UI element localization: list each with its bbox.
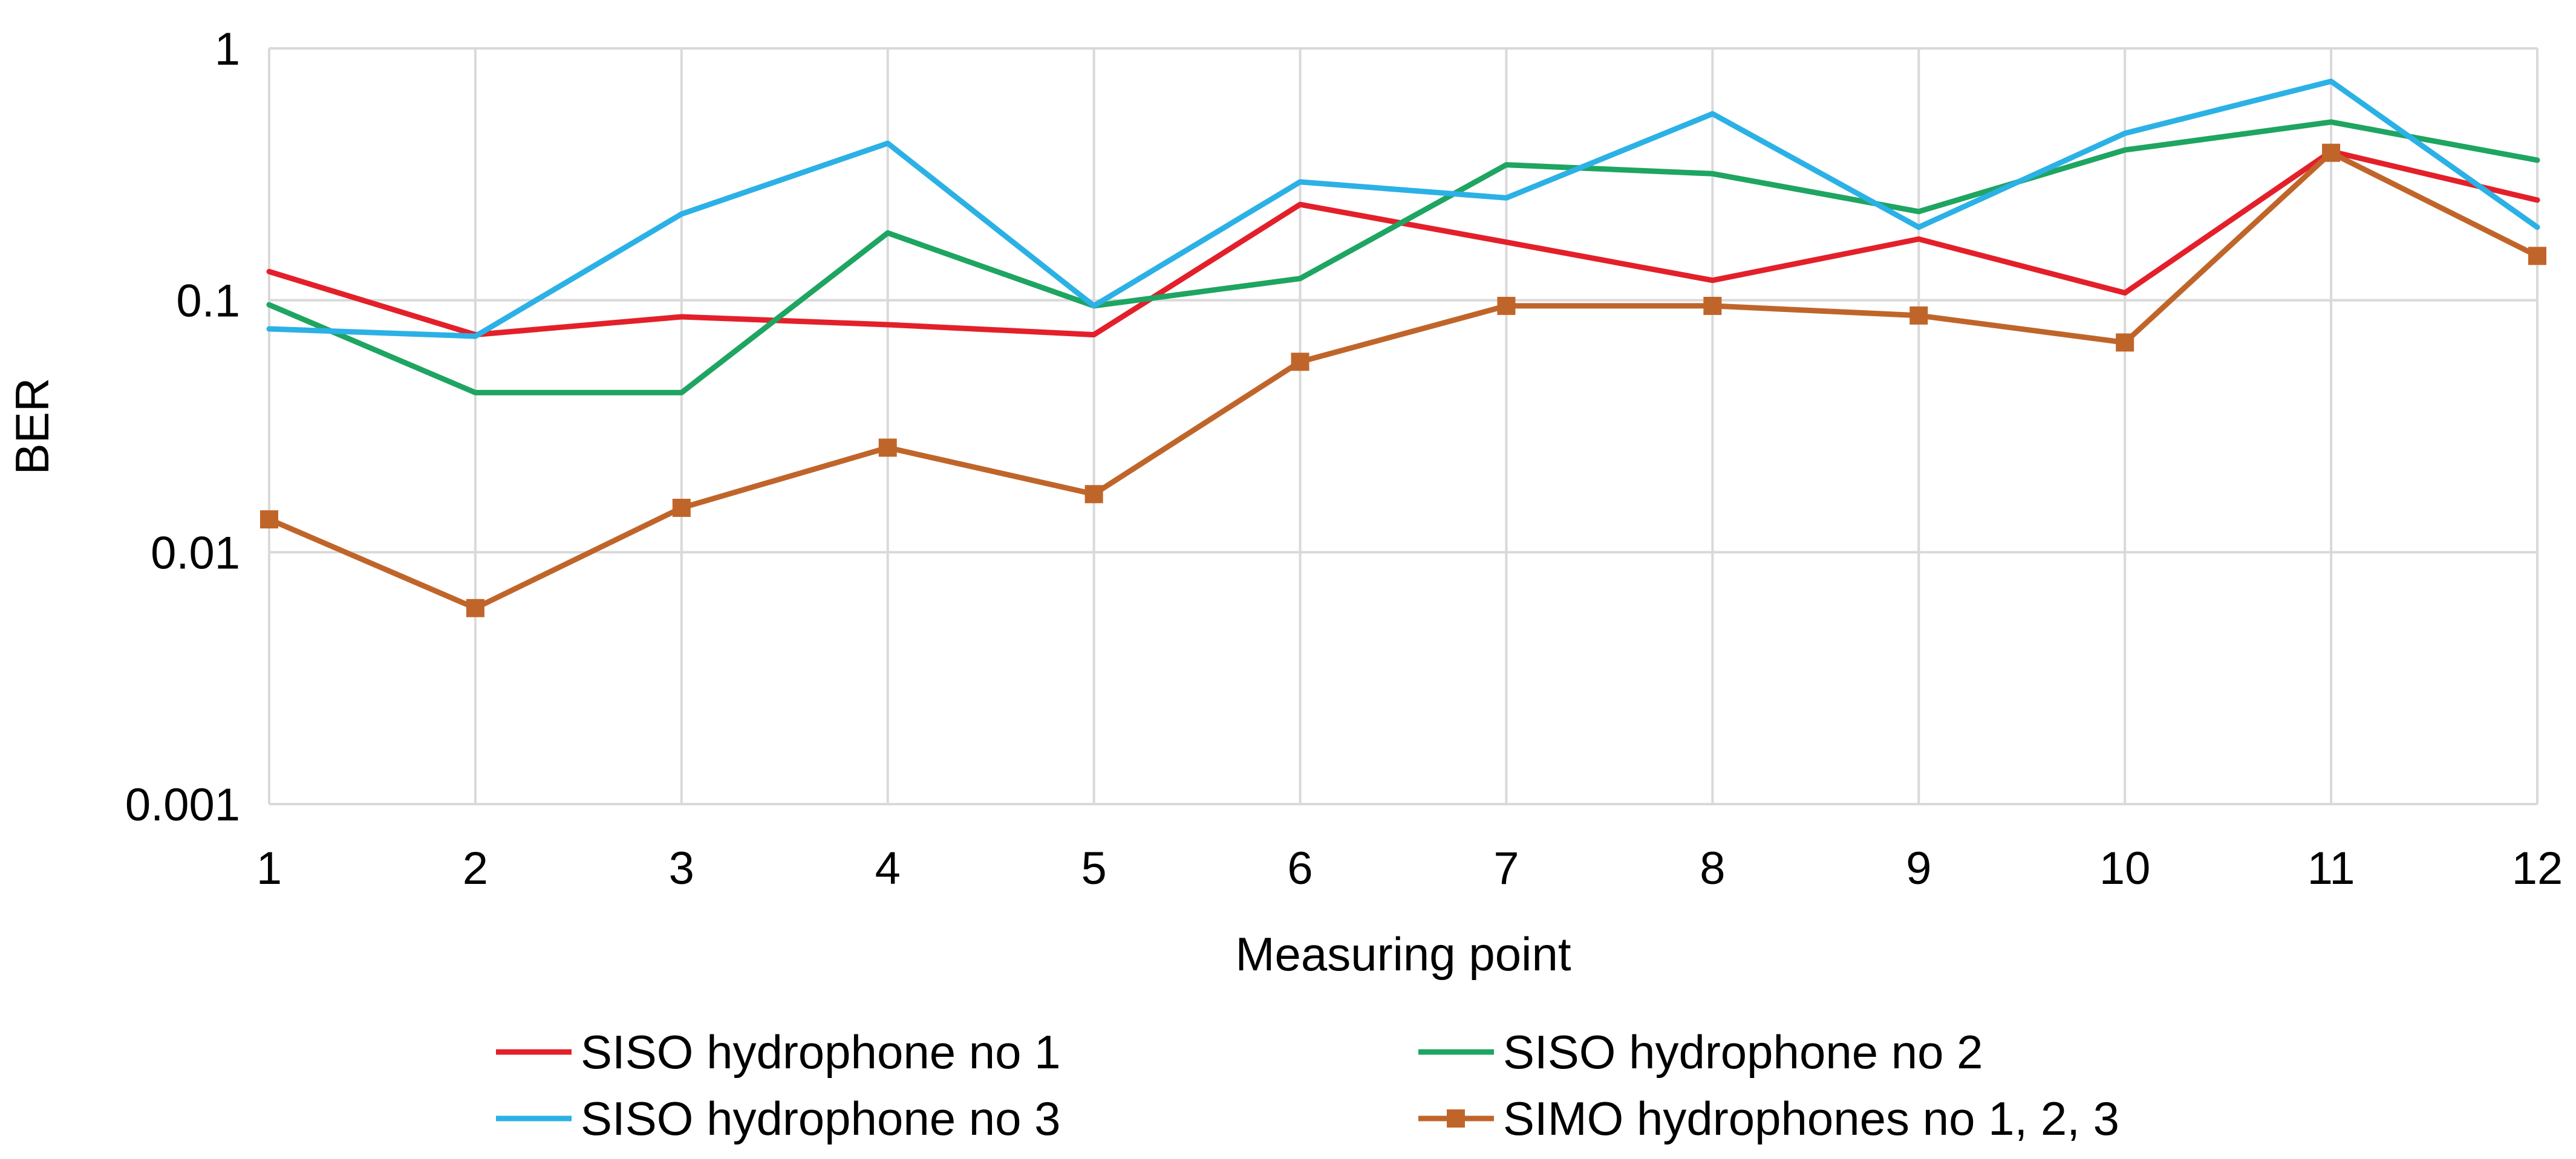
legend-label-2: SISO hydrophone no 2: [1503, 1025, 1983, 1079]
x-tick-label: 11: [2307, 843, 2355, 894]
x-tick-label: 7: [1493, 843, 1519, 894]
series-point-4: [2116, 333, 2134, 352]
x-tick-label: 3: [669, 843, 694, 894]
legend: SISO hydrophone no 1 SISO hydrophone no 2…: [496, 1025, 2119, 1145]
series-point-4: [878, 438, 897, 457]
series-point-4: [1909, 306, 1928, 325]
series-point-4: [2322, 143, 2341, 162]
series-point-4: [260, 510, 278, 529]
series-point-4: [1497, 296, 1516, 315]
series-line-2: [266, 119, 2540, 395]
y-tick-label: 0.001: [125, 779, 240, 831]
x-tick-label: 6: [1287, 843, 1312, 894]
x-tick-label: 1: [256, 843, 282, 894]
series-point-4: [466, 599, 484, 617]
series-line-3: [266, 79, 2540, 339]
x-tick-label: 12: [2512, 843, 2563, 894]
x-tick-label: 10: [2099, 843, 2151, 894]
y-tick-labels: 1 0.1 0.01 0.001: [125, 24, 240, 831]
series-line-4: [266, 150, 2540, 611]
legend-label-4: SIMO hydrophones no 1, 2, 3: [1503, 1092, 2119, 1145]
x-tick-label: 9: [1906, 843, 1931, 894]
x-tick-label: 8: [1700, 843, 1725, 894]
x-axis-title: Measuring point: [1236, 927, 1571, 981]
series-point-4: [1084, 485, 1103, 504]
x-tick-label: 5: [1081, 843, 1106, 894]
legend-marker-4: [1447, 1109, 1465, 1128]
x-tick-labels: 1 2 3 4 5 6 7 8 9 10 11 12: [256, 843, 2563, 894]
y-tick-label: 1: [215, 24, 240, 75]
y-tick-label: 0.01: [151, 527, 240, 579]
y-tick-label: 0.1: [176, 276, 240, 327]
series-point-4: [672, 498, 691, 517]
y-axis-title: BER: [5, 378, 59, 475]
x-tick-label: 2: [463, 843, 488, 894]
series-point-4: [1291, 352, 1309, 371]
series-point-4: [2528, 247, 2546, 265]
legend-label-3: SISO hydrophone no 3: [581, 1092, 1061, 1145]
plot-series: [260, 79, 2546, 617]
x-tick-label: 4: [875, 843, 901, 894]
legend-label-1: SISO hydrophone no 1: [581, 1025, 1061, 1079]
series-point-4: [1703, 296, 1722, 315]
